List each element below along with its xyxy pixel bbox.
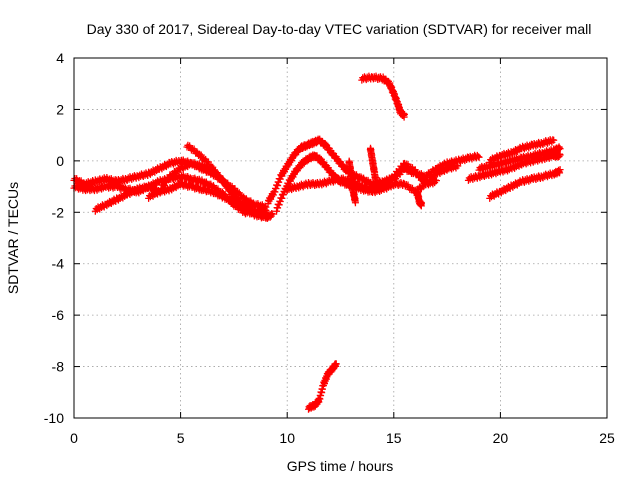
data-point <box>550 136 558 144</box>
data-point <box>475 153 483 161</box>
plot-frame <box>73 57 608 419</box>
data-point <box>418 199 426 207</box>
series-track-c <box>91 179 259 215</box>
data-points <box>70 72 564 413</box>
x-tick-label: 20 <box>493 430 509 446</box>
series-track-i <box>345 157 359 207</box>
data-point <box>351 199 359 207</box>
series-track-p <box>358 72 408 121</box>
series-track-o <box>486 166 564 202</box>
y-axis-label: SDTVAR / TECUs <box>5 182 21 294</box>
y-tick-label: -2 <box>52 204 65 220</box>
series-track-q <box>305 360 340 413</box>
x-tick-label: 5 <box>177 430 185 446</box>
y-tick-label: -4 <box>52 256 65 272</box>
y-tick-label: 2 <box>56 101 64 117</box>
data-point <box>373 183 381 191</box>
grid <box>74 58 607 418</box>
y-tick-label: 0 <box>56 153 64 169</box>
chart-title: Day 330 of 2017, Sidereal Day-to-day VTE… <box>87 21 592 37</box>
y-tick-label: -10 <box>44 410 64 426</box>
data-point <box>556 151 564 159</box>
series-track-h <box>283 159 440 195</box>
data-point <box>264 212 272 220</box>
series-track-l <box>486 136 558 166</box>
series-track-n <box>464 150 564 184</box>
data-point <box>454 162 462 170</box>
data-point <box>262 203 270 211</box>
series-track-j <box>366 144 381 191</box>
y-tick-label: 4 <box>56 50 64 66</box>
data-point <box>268 210 276 218</box>
x-tick-label: 10 <box>279 430 295 446</box>
x-tick-label: 0 <box>70 430 78 446</box>
y-tick-label: -6 <box>52 307 65 323</box>
x-axis-label: GPS time / hours <box>287 458 394 474</box>
data-point <box>332 360 340 368</box>
data-point <box>400 110 408 118</box>
x-tick-label: 25 <box>599 430 615 446</box>
y-tick-label: -8 <box>52 359 65 375</box>
data-point <box>432 177 440 185</box>
series-track-e <box>183 141 272 220</box>
data-point <box>556 166 564 174</box>
axis-ticks: 0 5 10 15 20 25 -10 -8 -6 -4 -2 0 2 4 <box>44 50 615 446</box>
x-tick-label: 15 <box>386 430 402 446</box>
series-track-k <box>413 188 426 210</box>
